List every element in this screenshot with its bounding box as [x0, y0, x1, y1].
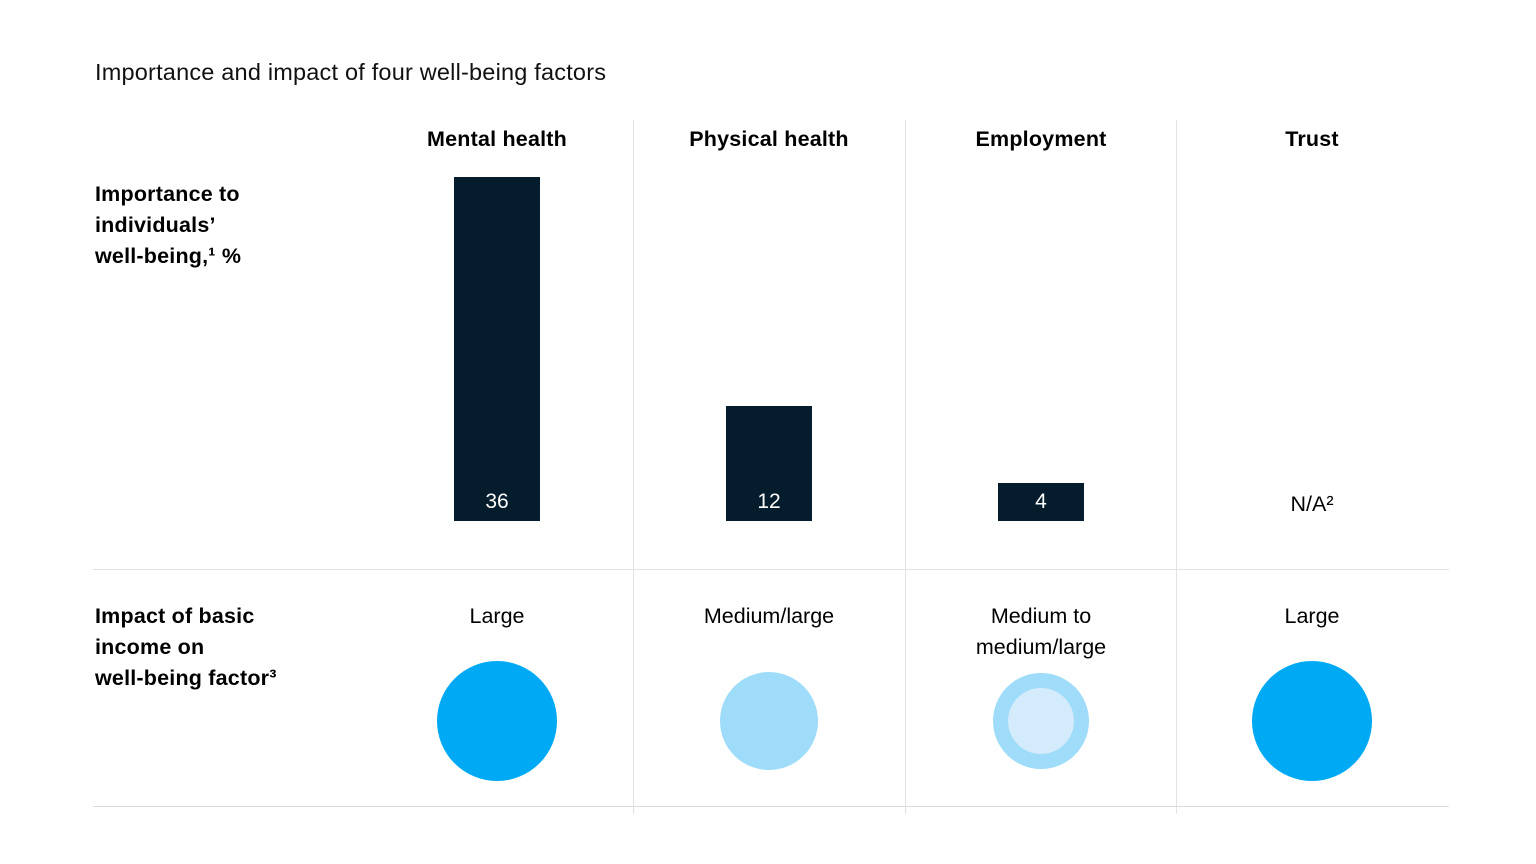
impact-circle-cell-trust: [1176, 656, 1448, 786]
importance-bar-physical-health: 12: [726, 406, 812, 521]
column-header-mental-health: Mental health: [427, 127, 567, 151]
bottom-rule: [93, 806, 1449, 807]
impact-label-trust: Large: [1284, 604, 1340, 628]
impact-circle-physical-health: [720, 672, 818, 770]
impact-circle-employment: [993, 673, 1089, 769]
column-divider-3: [1176, 120, 1177, 814]
column-header-employment: Employment: [975, 127, 1107, 151]
importance-bar-employment: 4: [998, 483, 1084, 521]
bar-value-employment: 4: [1035, 490, 1047, 513]
importance-row-label: Importance to individuals’ well-being,¹ …: [95, 182, 242, 268]
row-divider: [93, 569, 1449, 570]
importance-bar-mental-health: 36: [454, 177, 540, 521]
impact-circle-inner-employment: [1008, 688, 1074, 754]
figure-title: Importance and impact of four well-being…: [95, 59, 607, 85]
importance-na-trust: N/A²: [1290, 492, 1334, 516]
impact-circle-cell-physical-health: [633, 656, 905, 786]
column-header-trust: Trust: [1285, 127, 1339, 151]
column-header-physical-health: Physical health: [689, 127, 849, 151]
column-divider-1: [633, 120, 634, 814]
impact-circle-trust: [1252, 661, 1372, 781]
bar-value-physical-health: 12: [757, 490, 781, 513]
impact-label-mental-health: Large: [469, 604, 525, 628]
impact-label-physical-health: Medium/large: [703, 604, 835, 628]
impact-label-employment: Medium to medium/large: [975, 604, 1107, 659]
impact-circle-cell-mental-health: [361, 656, 633, 786]
impact-row-label: Impact of basic income on well-being fac…: [95, 604, 277, 690]
impact-circle-cell-employment: [905, 656, 1177, 786]
impact-circle-mental-health: [437, 661, 557, 781]
bar-value-mental-health: 36: [485, 490, 509, 513]
column-divider-2: [905, 120, 906, 814]
